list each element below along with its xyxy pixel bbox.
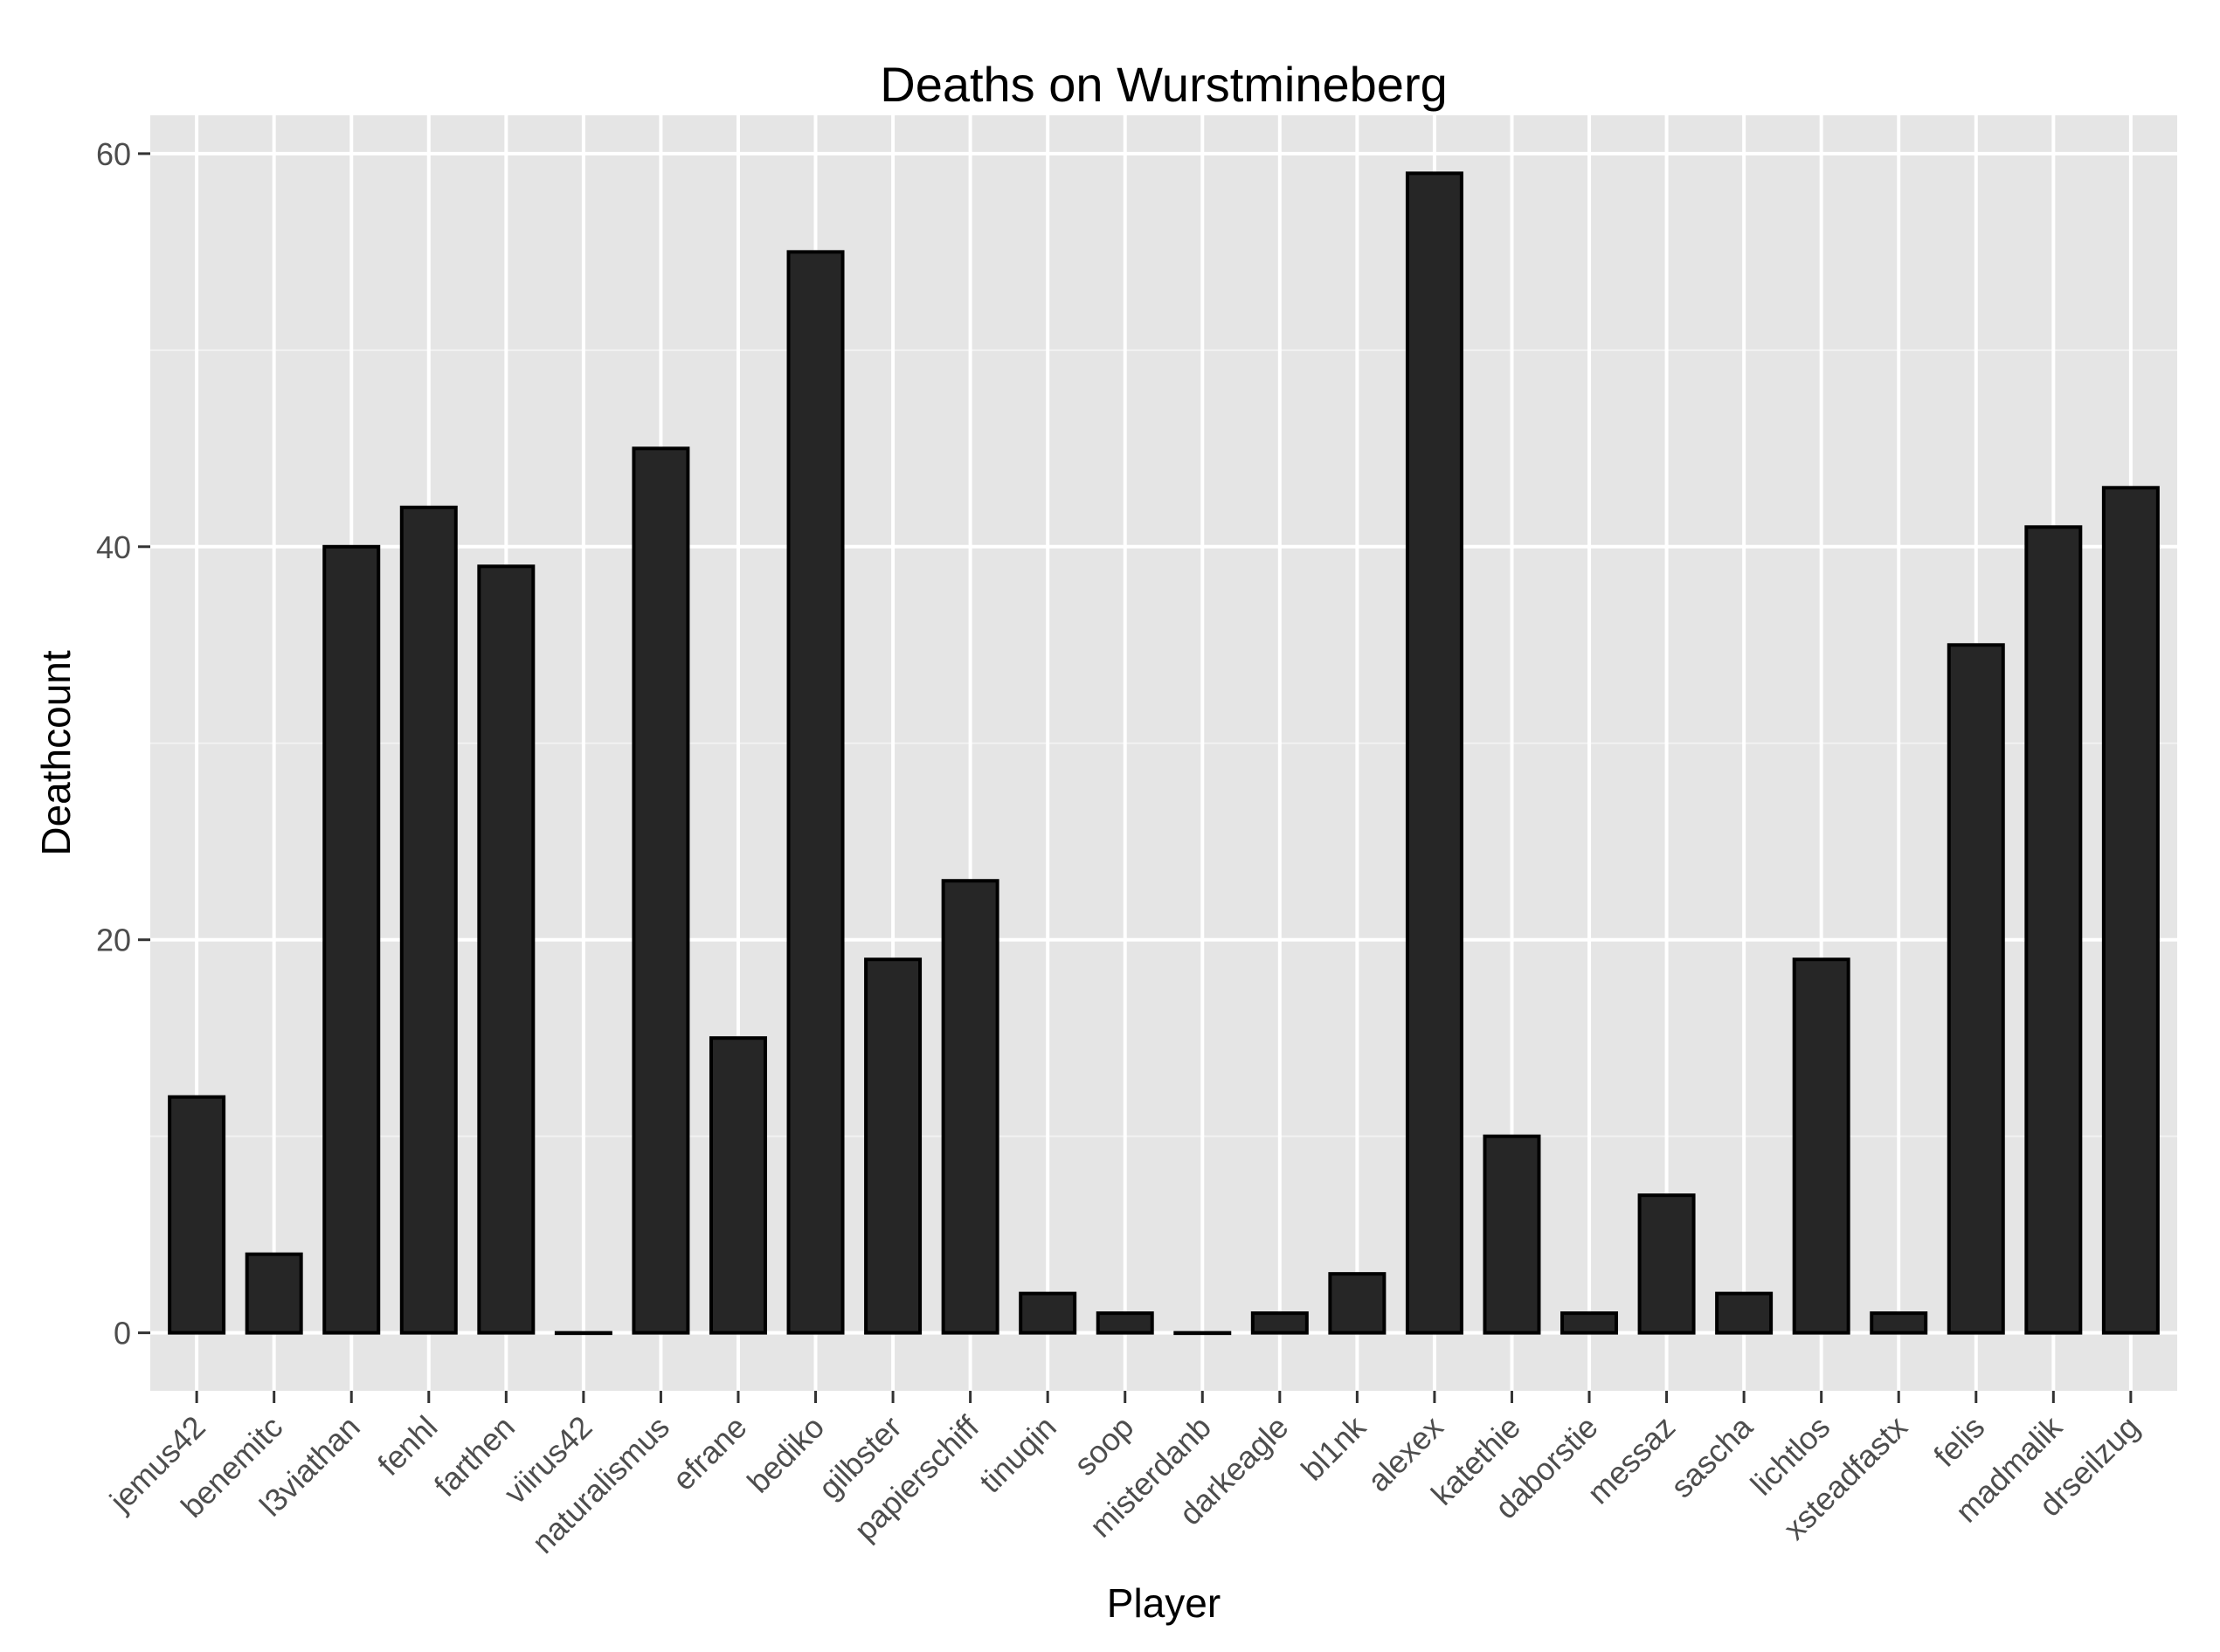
bar-bl1nk [1328,1272,1387,1335]
bar-naturalismus [632,446,690,1335]
bar-misterdanb [1173,1331,1232,1336]
bar-darkeagle [1250,1311,1309,1335]
x-tick-label: sascha [1663,1408,1760,1504]
x-tick-label: tinuqin [972,1409,1063,1500]
bar-viirus42 [554,1331,612,1336]
bar-farthen [477,564,536,1335]
bar-soop [1096,1311,1154,1335]
y-tick-label: 40 [96,529,131,565]
bar-drseilzug [2101,486,2160,1335]
bars [168,171,2160,1336]
bar-tinuqin [1019,1291,1077,1335]
bar-fenhl [399,505,458,1335]
x-tick-label: felis [1926,1409,1991,1474]
bar-jemus42 [168,1095,226,1335]
bar-efrane [709,1036,767,1335]
bar-bediko [786,250,845,1335]
bar-benemitc [245,1252,303,1335]
y-tick-label: 20 [96,923,131,958]
bar-felis [1947,643,2005,1335]
x-tick-label: bl1nk [1294,1408,1373,1488]
bar-l3viathan [322,544,381,1335]
bar-katethie [1483,1134,1541,1335]
x-tick-label: efrane [665,1409,753,1497]
y-tick-label: 60 [96,136,131,172]
bar-lichtlos [1792,957,1850,1335]
y-axis-title: Deathcount [33,650,79,855]
chart-title: Deaths on Wurstmineberg [880,57,1448,112]
bar-gilbster [864,957,923,1335]
bar-sascha [1715,1291,1774,1335]
bar-daborstie [1560,1311,1619,1335]
bar-alexex [1405,171,1463,1335]
bar-messaz [1637,1193,1696,1335]
x-tick-label: messaz [1580,1409,1683,1511]
x-axis-title: Player [1107,1580,1221,1626]
y-tick-label: 0 [114,1316,131,1351]
bar-xsteadfastx [1870,1311,1928,1335]
bar-papierschiff [941,879,999,1335]
y-axis: 0 20 40 60 [96,136,150,1351]
bar-madmalik [2024,525,2083,1335]
